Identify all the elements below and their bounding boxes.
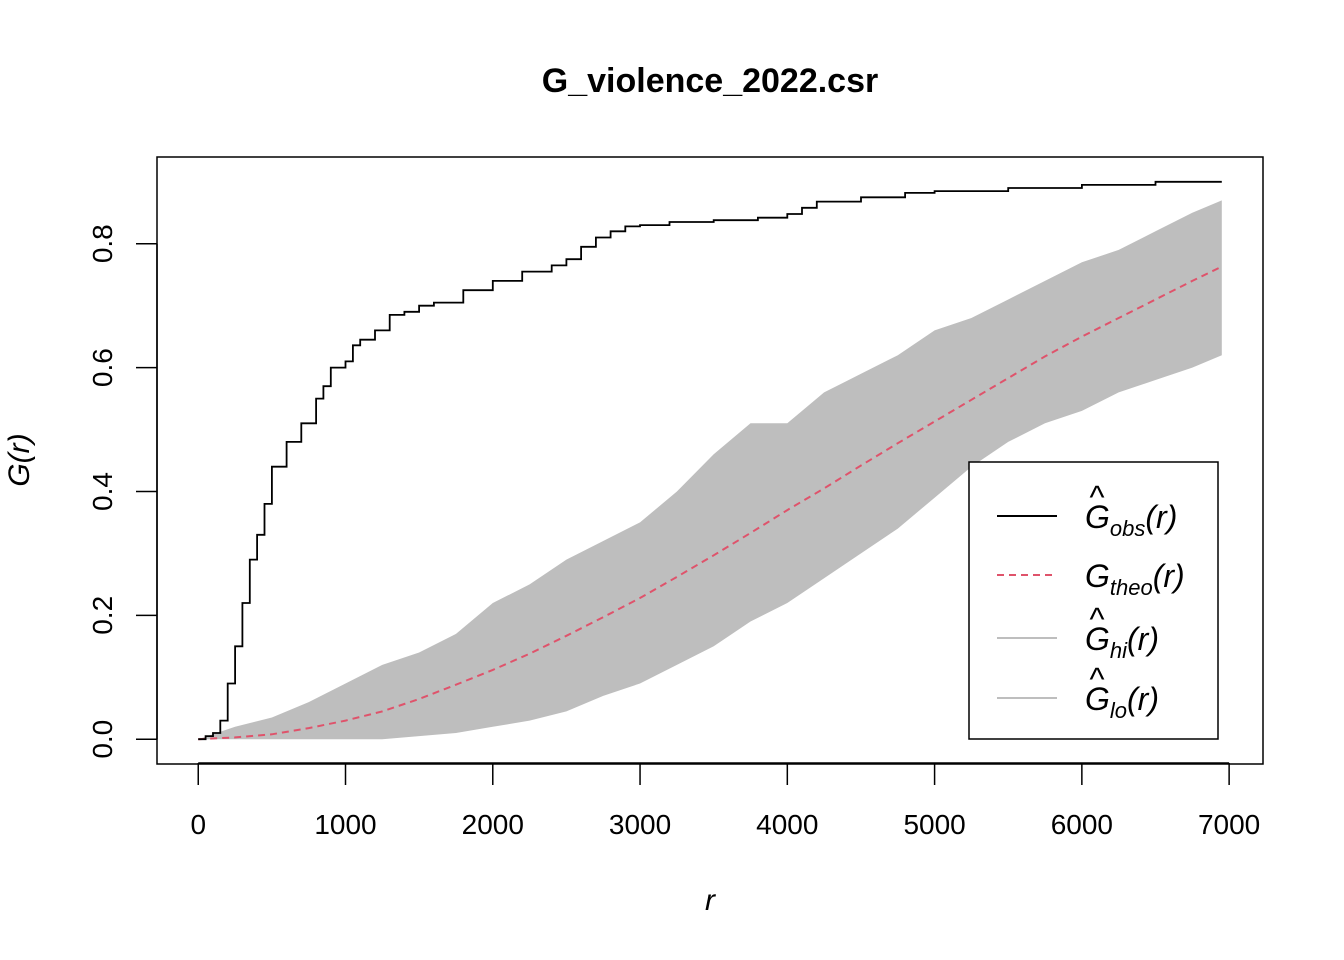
series-layer (198, 180, 1223, 741)
envelope-layer (198, 200, 1222, 740)
x-axis-title: r (705, 884, 716, 917)
y-tick-label: 0.6 (87, 348, 118, 387)
legend-box (968, 461, 1219, 740)
legend-item-lo: Glo(r)^ (997, 661, 1159, 723)
y-tick-label: 0.4 (87, 472, 118, 511)
legend-item-theo: Gtheo(r) (997, 558, 1185, 600)
chart-title: G_violence_2022.csr (542, 62, 878, 100)
y-axis: 0.0 0.2 0.4 0.6 0.8 (87, 224, 158, 759)
y-tick-label: 0.8 (87, 224, 118, 263)
x-tick-label: 2000 (462, 809, 524, 840)
legend: Gobs(r)^Gtheo(r)Ghi(r)^Glo(r)^ (968, 461, 1219, 740)
x-tick-label: 1000 (314, 809, 376, 840)
legend-hat-mark: ^ (1089, 479, 1104, 515)
x-tick-label: 6000 (1051, 809, 1113, 840)
legend-item-hi: Ghi(r)^ (997, 601, 1159, 663)
y-tick-label: 0.0 (87, 720, 118, 759)
legend-item-obs: Gobs(r)^ (997, 479, 1177, 541)
legend-hat-mark: ^ (1089, 661, 1104, 697)
x-tick-label: 7000 (1198, 809, 1260, 840)
x-tick-label: 4000 (756, 809, 818, 840)
envelope-band (198, 200, 1222, 740)
legend-label: Gobs(r) (1085, 499, 1177, 541)
y-tick-label: 0.2 (87, 596, 118, 635)
legend-label: Ghi(r) (1085, 621, 1159, 663)
legend-label: Gtheo(r) (1085, 558, 1185, 600)
legend-hat-mark: ^ (1089, 601, 1104, 637)
series-obs-line (198, 180, 1222, 741)
x-tick-label: 0 (190, 809, 206, 840)
y-axis-title: G(r) (3, 433, 36, 486)
x-tick-label: 3000 (609, 809, 671, 840)
x-tick-label: 5000 (903, 809, 965, 840)
legend-label: Glo(r) (1085, 681, 1159, 723)
x-axis: 0 1000 2000 3000 4000 5000 6000 7000 (190, 762, 1260, 840)
series-theo-line (198, 265, 1223, 741)
